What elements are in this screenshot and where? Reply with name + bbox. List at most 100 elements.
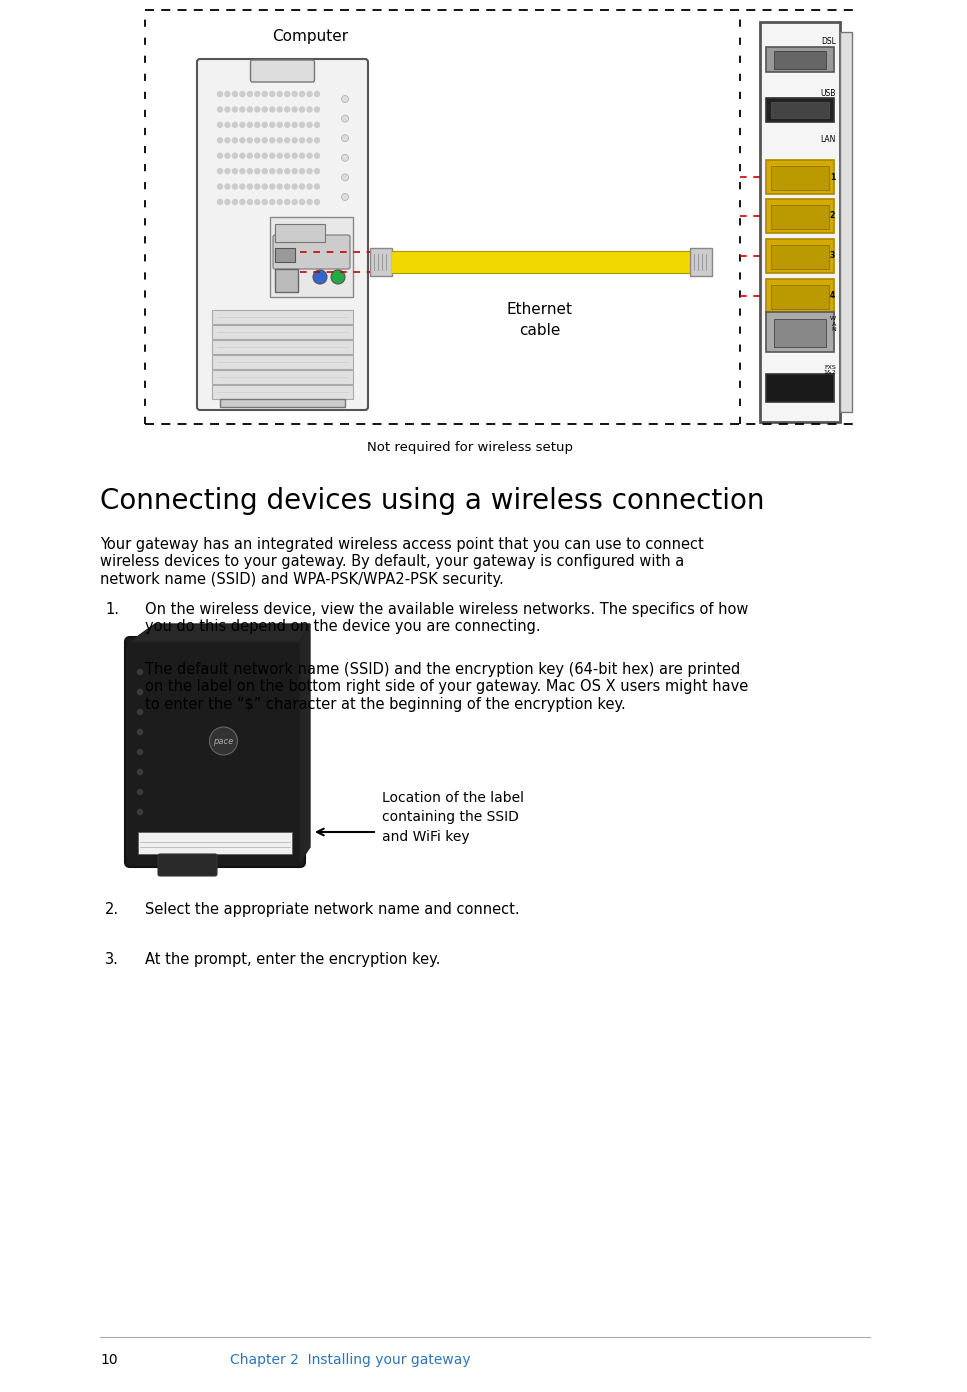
Circle shape xyxy=(218,107,222,111)
Circle shape xyxy=(225,122,230,127)
Text: 1.: 1. xyxy=(105,601,119,617)
Circle shape xyxy=(137,809,143,814)
Circle shape xyxy=(262,92,267,96)
Circle shape xyxy=(270,153,275,159)
Circle shape xyxy=(255,107,260,111)
Text: Connecting devices using a wireless connection: Connecting devices using a wireless conn… xyxy=(100,487,765,515)
Circle shape xyxy=(308,168,312,174)
Bar xyxy=(766,312,834,352)
Bar xyxy=(275,224,325,242)
Circle shape xyxy=(308,138,312,143)
Text: FXS
1&2: FXS 1&2 xyxy=(823,365,836,376)
Circle shape xyxy=(270,199,275,205)
Circle shape xyxy=(248,153,252,159)
Circle shape xyxy=(262,122,267,127)
Circle shape xyxy=(262,199,267,205)
Circle shape xyxy=(270,168,275,174)
Circle shape xyxy=(308,184,312,189)
Bar xyxy=(760,22,840,422)
Circle shape xyxy=(341,155,348,161)
Circle shape xyxy=(300,92,305,96)
Circle shape xyxy=(232,122,238,127)
FancyBboxPatch shape xyxy=(125,638,305,867)
Text: Computer: Computer xyxy=(272,29,348,45)
Bar xyxy=(275,228,295,242)
Circle shape xyxy=(292,199,297,205)
Circle shape xyxy=(278,107,282,111)
Circle shape xyxy=(270,122,275,127)
Circle shape xyxy=(341,174,348,181)
FancyBboxPatch shape xyxy=(250,60,314,82)
Circle shape xyxy=(248,138,252,143)
Bar xyxy=(138,832,292,855)
Bar xyxy=(766,47,834,72)
Circle shape xyxy=(314,138,319,143)
Circle shape xyxy=(255,153,260,159)
Circle shape xyxy=(270,184,275,189)
Circle shape xyxy=(308,92,312,96)
Circle shape xyxy=(240,199,245,205)
Text: 3: 3 xyxy=(830,252,835,260)
Circle shape xyxy=(341,193,348,200)
Circle shape xyxy=(218,153,222,159)
Circle shape xyxy=(284,138,290,143)
Circle shape xyxy=(137,670,143,675)
Bar xyxy=(270,217,353,296)
Circle shape xyxy=(284,153,290,159)
Circle shape xyxy=(262,184,267,189)
Text: Location of the label
containing the SSID
and WiFi key: Location of the label containing the SSI… xyxy=(382,791,524,844)
Circle shape xyxy=(232,92,238,96)
Circle shape xyxy=(240,153,245,159)
Circle shape xyxy=(284,122,290,127)
Circle shape xyxy=(218,122,222,127)
Circle shape xyxy=(137,729,143,735)
Text: 2.: 2. xyxy=(105,902,119,917)
Circle shape xyxy=(314,92,319,96)
Text: Your gateway has an integrated wireless access point that you can use to connect: Your gateway has an integrated wireless … xyxy=(100,537,704,587)
Text: On the wireless device, view the available wireless networks. The specifics of h: On the wireless device, view the availab… xyxy=(145,601,748,635)
Circle shape xyxy=(255,199,260,205)
Text: pace: pace xyxy=(214,736,234,746)
Circle shape xyxy=(232,184,238,189)
Circle shape xyxy=(284,184,290,189)
Circle shape xyxy=(314,184,319,189)
Bar xyxy=(766,374,834,402)
Circle shape xyxy=(300,153,305,159)
Circle shape xyxy=(137,749,143,754)
Text: Select the appropriate network name and connect.: Select the appropriate network name and … xyxy=(145,902,519,917)
Circle shape xyxy=(218,92,222,96)
Circle shape xyxy=(278,199,282,205)
Circle shape xyxy=(270,107,275,111)
Circle shape xyxy=(225,153,230,159)
Bar xyxy=(275,248,295,262)
Circle shape xyxy=(278,92,282,96)
Circle shape xyxy=(300,138,305,143)
Bar xyxy=(212,386,353,400)
Bar xyxy=(766,97,834,122)
Circle shape xyxy=(218,184,222,189)
Circle shape xyxy=(240,184,245,189)
Circle shape xyxy=(248,184,252,189)
Text: At the prompt, enter the encryption key.: At the prompt, enter the encryption key. xyxy=(145,952,440,967)
Circle shape xyxy=(292,107,297,111)
Circle shape xyxy=(137,689,143,695)
Circle shape xyxy=(331,270,345,284)
Circle shape xyxy=(262,138,267,143)
Circle shape xyxy=(284,107,290,111)
Bar xyxy=(771,205,829,230)
Text: LAN: LAN xyxy=(821,135,836,145)
Circle shape xyxy=(255,122,260,127)
Circle shape xyxy=(278,168,282,174)
Text: USB: USB xyxy=(821,89,836,99)
Circle shape xyxy=(210,727,238,754)
Circle shape xyxy=(284,92,290,96)
Text: 1: 1 xyxy=(830,173,835,181)
Circle shape xyxy=(232,168,238,174)
Circle shape xyxy=(292,168,297,174)
Bar xyxy=(212,340,353,354)
Circle shape xyxy=(232,107,238,111)
Circle shape xyxy=(262,168,267,174)
Circle shape xyxy=(292,153,297,159)
Text: Chapter 2  Installing your gateway: Chapter 2 Installing your gateway xyxy=(230,1353,471,1367)
Bar xyxy=(690,248,712,276)
